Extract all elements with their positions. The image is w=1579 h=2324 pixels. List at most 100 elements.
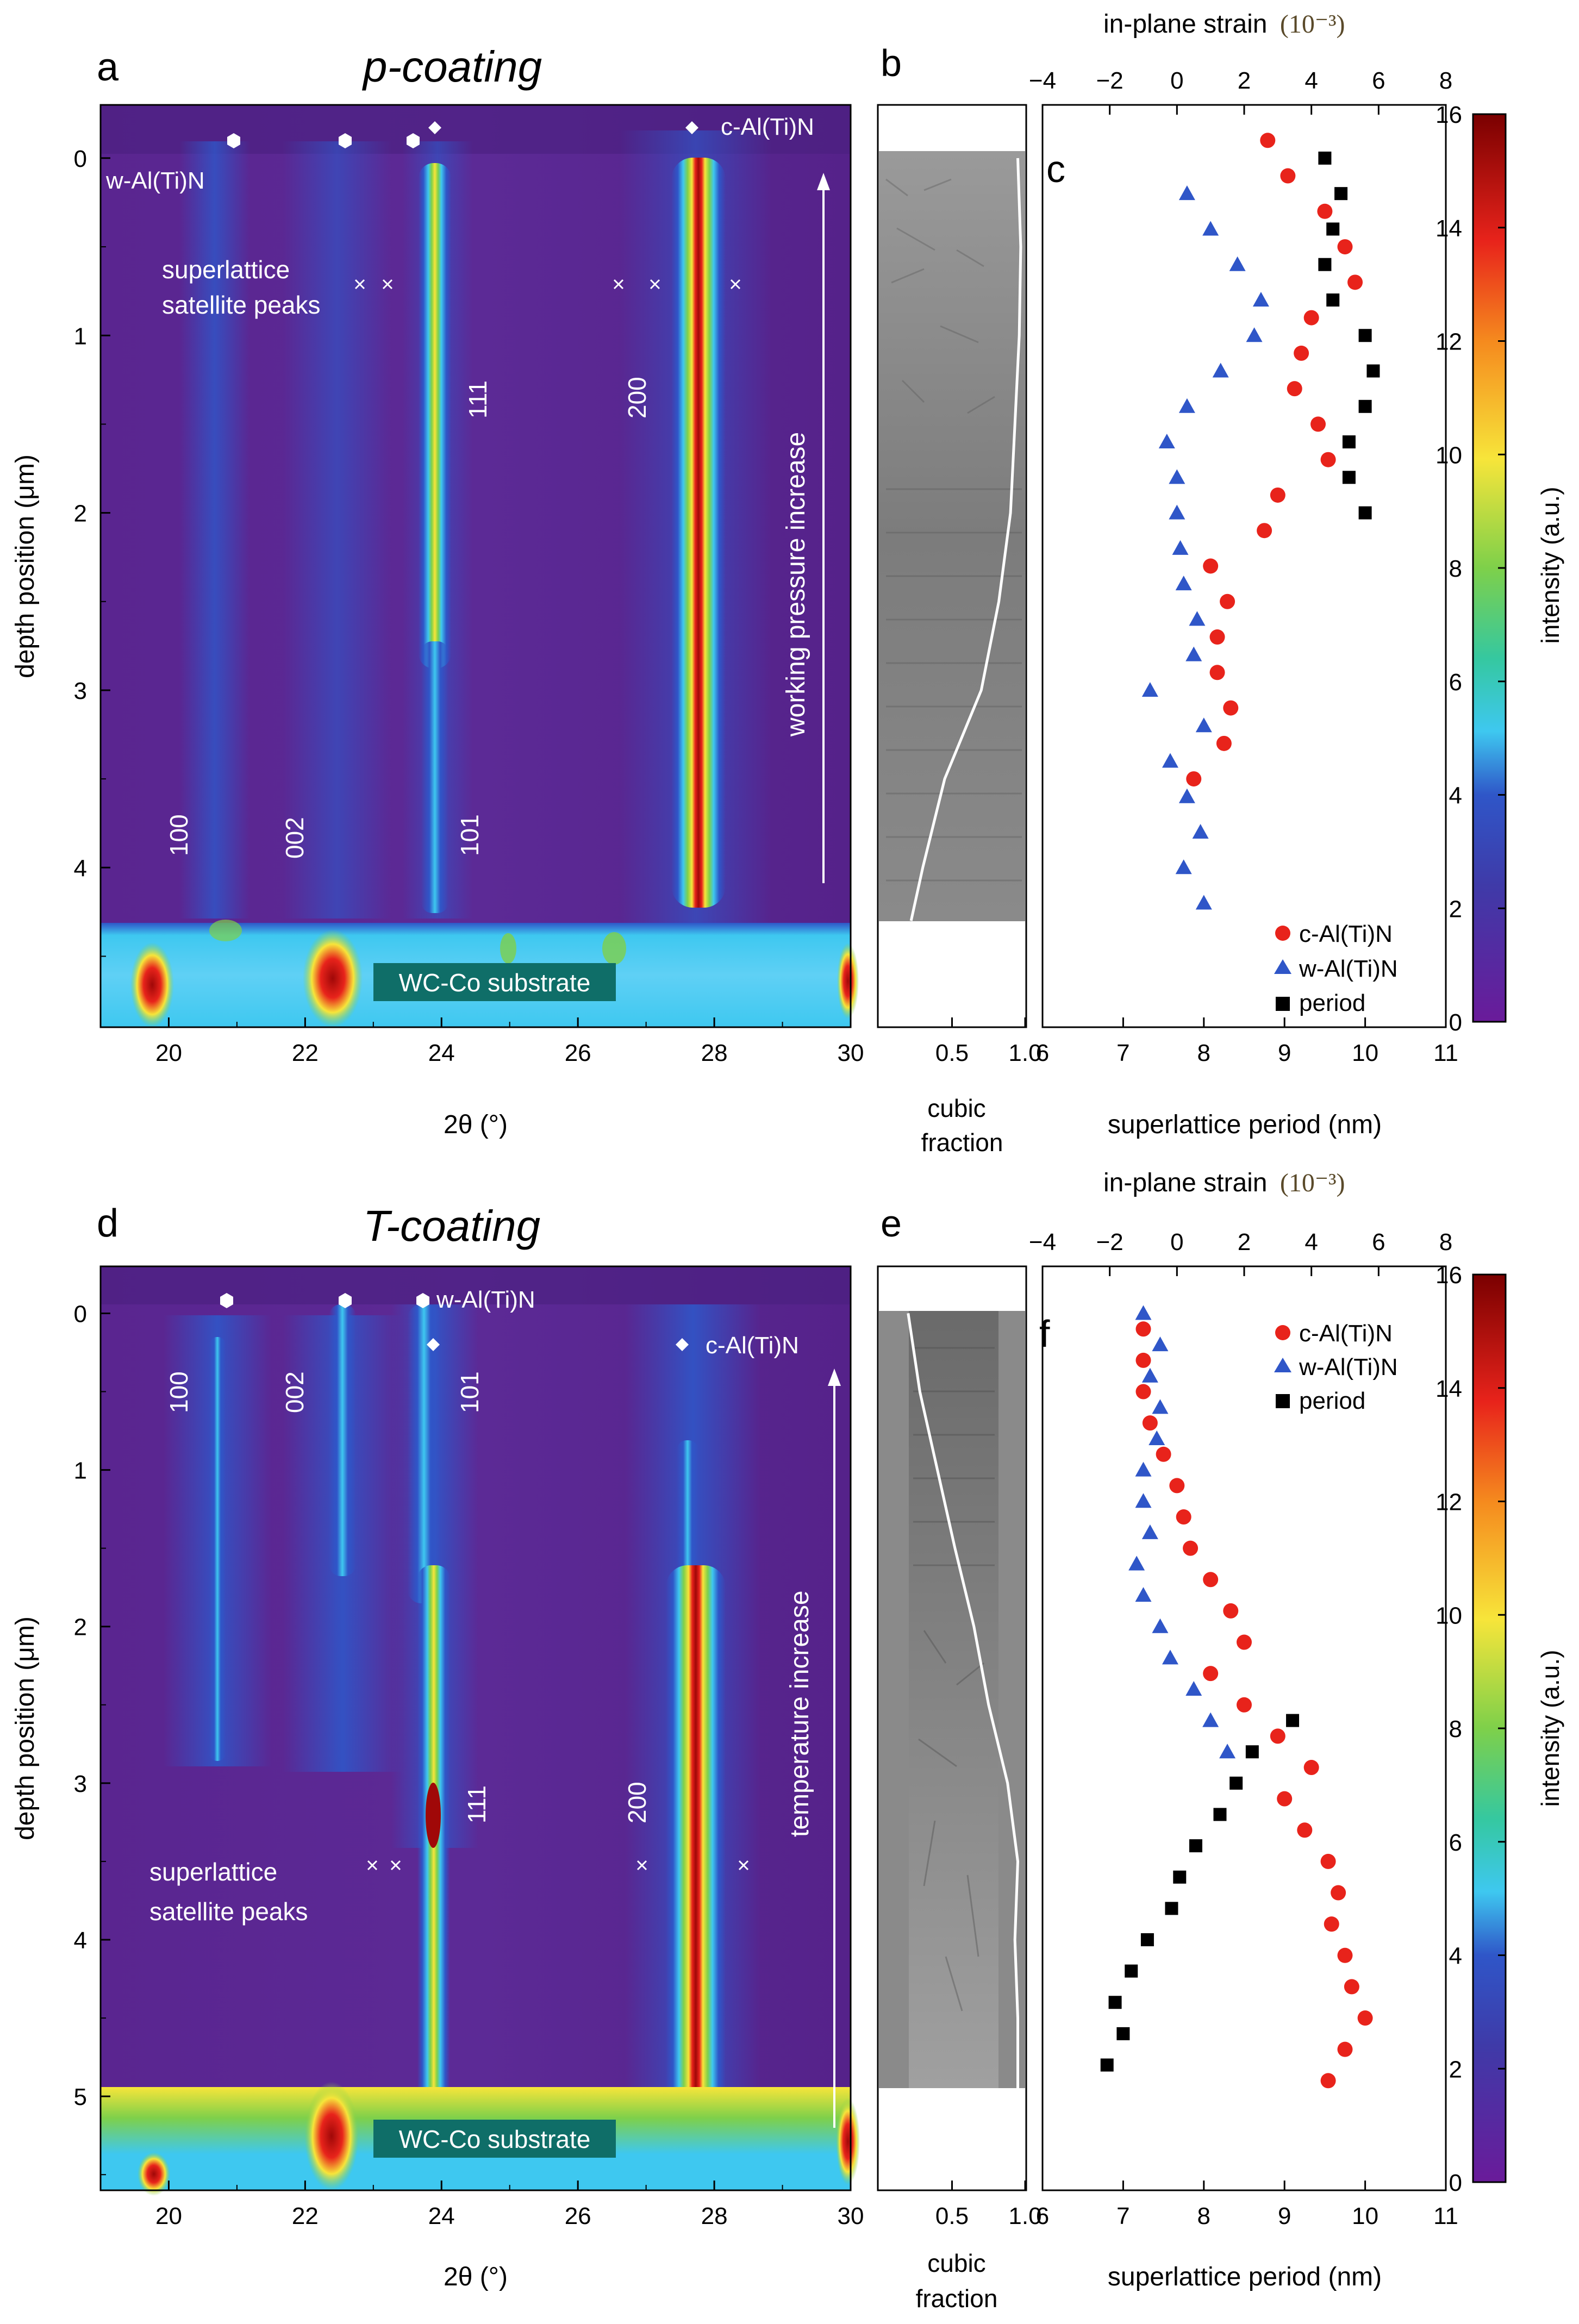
- point-c-phase: [1320, 452, 1336, 467]
- panel-letter-d: d: [97, 1202, 118, 1245]
- point-c-phase: [1223, 1603, 1239, 1619]
- label-c-phase: c-Al(Ti)N: [721, 114, 814, 140]
- heatmap-a: w-Al(Ti)N c-Al(Ti)N superlattice satelli…: [99, 104, 859, 1028]
- label-satellite-1: superlattice: [162, 255, 290, 284]
- strain-tick-label: −4: [1029, 67, 1056, 94]
- label-w-phase: w-Al(Ti)N: [105, 167, 205, 194]
- point-period: [1318, 258, 1332, 271]
- point-w-phase: [1135, 1493, 1152, 1508]
- colorbar-bottom: 0 2 4 6 8 10 12 14 16 intensity (a.u.): [1436, 1262, 1564, 2196]
- point-c-phase: [1294, 345, 1309, 361]
- diamond-marker-c111: [428, 121, 441, 134]
- point-period: [1326, 222, 1340, 236]
- point-w-phase: [1128, 1555, 1145, 1571]
- sem-e-image: [909, 1311, 998, 2088]
- point-period: [1108, 1996, 1122, 2009]
- point-c-phase: [1270, 487, 1285, 503]
- hkl-111-a: 111: [464, 380, 492, 418]
- period-tick-label: 8: [1197, 2203, 1210, 2229]
- point-c-phase: [1203, 1572, 1219, 1588]
- point-c-phase: [1237, 1697, 1252, 1713]
- point-c-phase: [1347, 274, 1363, 290]
- point-c-phase: [1310, 416, 1326, 432]
- x-tick-label: 30: [838, 1040, 864, 1066]
- strain-tick-label: 0: [1170, 1229, 1183, 1255]
- period-tick-label: 10: [1352, 2203, 1378, 2229]
- point-period: [1125, 1964, 1138, 1978]
- sem-e-xlabel-1: cubic: [927, 2249, 985, 2277]
- streak-d-w101: [408, 1304, 440, 1603]
- top-axis-label-f: in-plane strain (10⁻³): [1103, 1169, 1345, 1197]
- period-tick-label: 11: [1433, 2203, 1458, 2229]
- colorbar-tick-label: 2: [1449, 896, 1462, 922]
- x-tick-label: 22: [292, 2203, 319, 2229]
- hexagon-marker-w100: [227, 133, 240, 148]
- x-tick-label: 26: [565, 2203, 591, 2229]
- profile-f-axes: 6 7 8 9 10 11 −4 −2 0 2 4 6 8: [1029, 1229, 1458, 2229]
- point-w-phase: [1246, 327, 1263, 342]
- hkl-d-111: 111: [463, 1785, 491, 1823]
- top-axis-label-c: in-plane strain (10⁻³): [1103, 10, 1345, 39]
- label-d-satellite-2: satellite peaks: [149, 1897, 308, 1926]
- period-tick-label: 7: [1116, 2203, 1129, 2229]
- point-period: [1116, 2027, 1130, 2040]
- hkl-002-a: 002: [280, 817, 309, 859]
- heatmap-a-axes: 20 22 24 26 28 30 0 1 2 3 4: [74, 146, 864, 1066]
- strain-tick-label: 8: [1439, 67, 1452, 94]
- streak-c111-lower: [421, 641, 448, 913]
- point-c-phase: [1135, 1384, 1151, 1400]
- point-w-phase: [1175, 576, 1192, 591]
- x-tick-label: 28: [701, 2203, 728, 2229]
- hexagon-marker-d-w002: [339, 1293, 352, 1308]
- streak-d-w002: [329, 1304, 356, 1576]
- substrate-hotspot: [836, 2098, 860, 2185]
- point-w-phase: [1172, 540, 1189, 555]
- point-c-phase: [1287, 381, 1302, 397]
- hkl-d-100: 100: [165, 1371, 193, 1413]
- strain-tick-label: 0: [1170, 67, 1183, 94]
- hexagon-marker-d-w101: [416, 1293, 429, 1308]
- legend-c-text-w: w-Al(Ti)N: [1299, 955, 1398, 982]
- substrate-hotspot: [303, 929, 363, 1027]
- point-w-phase: [1162, 753, 1178, 768]
- profile-f-points: [1100, 1305, 1373, 2089]
- colorbar-tick-label: 4: [1449, 1943, 1462, 1970]
- sem-b-axes: 0.5 1.0: [935, 1017, 1042, 1066]
- heatmap-d-axes: 20 22 24 26 28 30 0 1 2 3 4 5: [74, 1301, 864, 2229]
- cubic-fraction-curve-b: [909, 158, 1022, 921]
- substrate-spot: [209, 920, 242, 941]
- satellite-x-marks-d: [367, 1860, 749, 1871]
- strain-tick-label: 2: [1238, 1229, 1251, 1255]
- point-w-phase: [1175, 859, 1192, 874]
- point-w-phase: [1195, 717, 1212, 733]
- point-c-phase: [1135, 1352, 1151, 1368]
- colorbar-tick-label: 16: [1436, 1262, 1462, 1289]
- arrow-head: [817, 173, 830, 190]
- point-c-phase: [1337, 2041, 1353, 2057]
- point-c-phase: [1297, 1822, 1313, 1838]
- hexagon-marker-w002: [339, 133, 352, 148]
- profile-c-frame: [1041, 104, 1447, 1028]
- point-c-phase: [1337, 1947, 1353, 1963]
- substrate-hotspot: [130, 942, 174, 1027]
- sem-b-texture: [885, 178, 1022, 882]
- period-tick-label: 9: [1278, 2203, 1291, 2229]
- legend-c: c-Al(Ti)N w-Al(Ti)N period: [1274, 921, 1398, 1016]
- hkl-101-a: 101: [455, 814, 484, 856]
- point-c-phase: [1237, 1634, 1252, 1650]
- y-tick-label: 1: [74, 1458, 87, 1484]
- diamond-marker-d-c111: [427, 1338, 440, 1351]
- point-c-phase: [1320, 2073, 1336, 2089]
- point-w-phase: [1185, 1680, 1202, 1696]
- point-w-phase: [1141, 1367, 1158, 1383]
- arrow-label-working-pressure: working pressure increase: [782, 432, 810, 737]
- sem-x-tick-label: 1.0: [1008, 2203, 1041, 2229]
- point-period: [1100, 2058, 1114, 2072]
- period-tick-label: 6: [1036, 1040, 1049, 1066]
- x-tick-label: 22: [292, 1040, 319, 1066]
- sem-b-image: [879, 151, 1025, 921]
- x-tick-label: 24: [428, 1040, 455, 1066]
- point-w-phase: [1219, 1744, 1236, 1759]
- point-w-phase: [1158, 434, 1175, 449]
- point-w-phase: [1141, 1524, 1158, 1539]
